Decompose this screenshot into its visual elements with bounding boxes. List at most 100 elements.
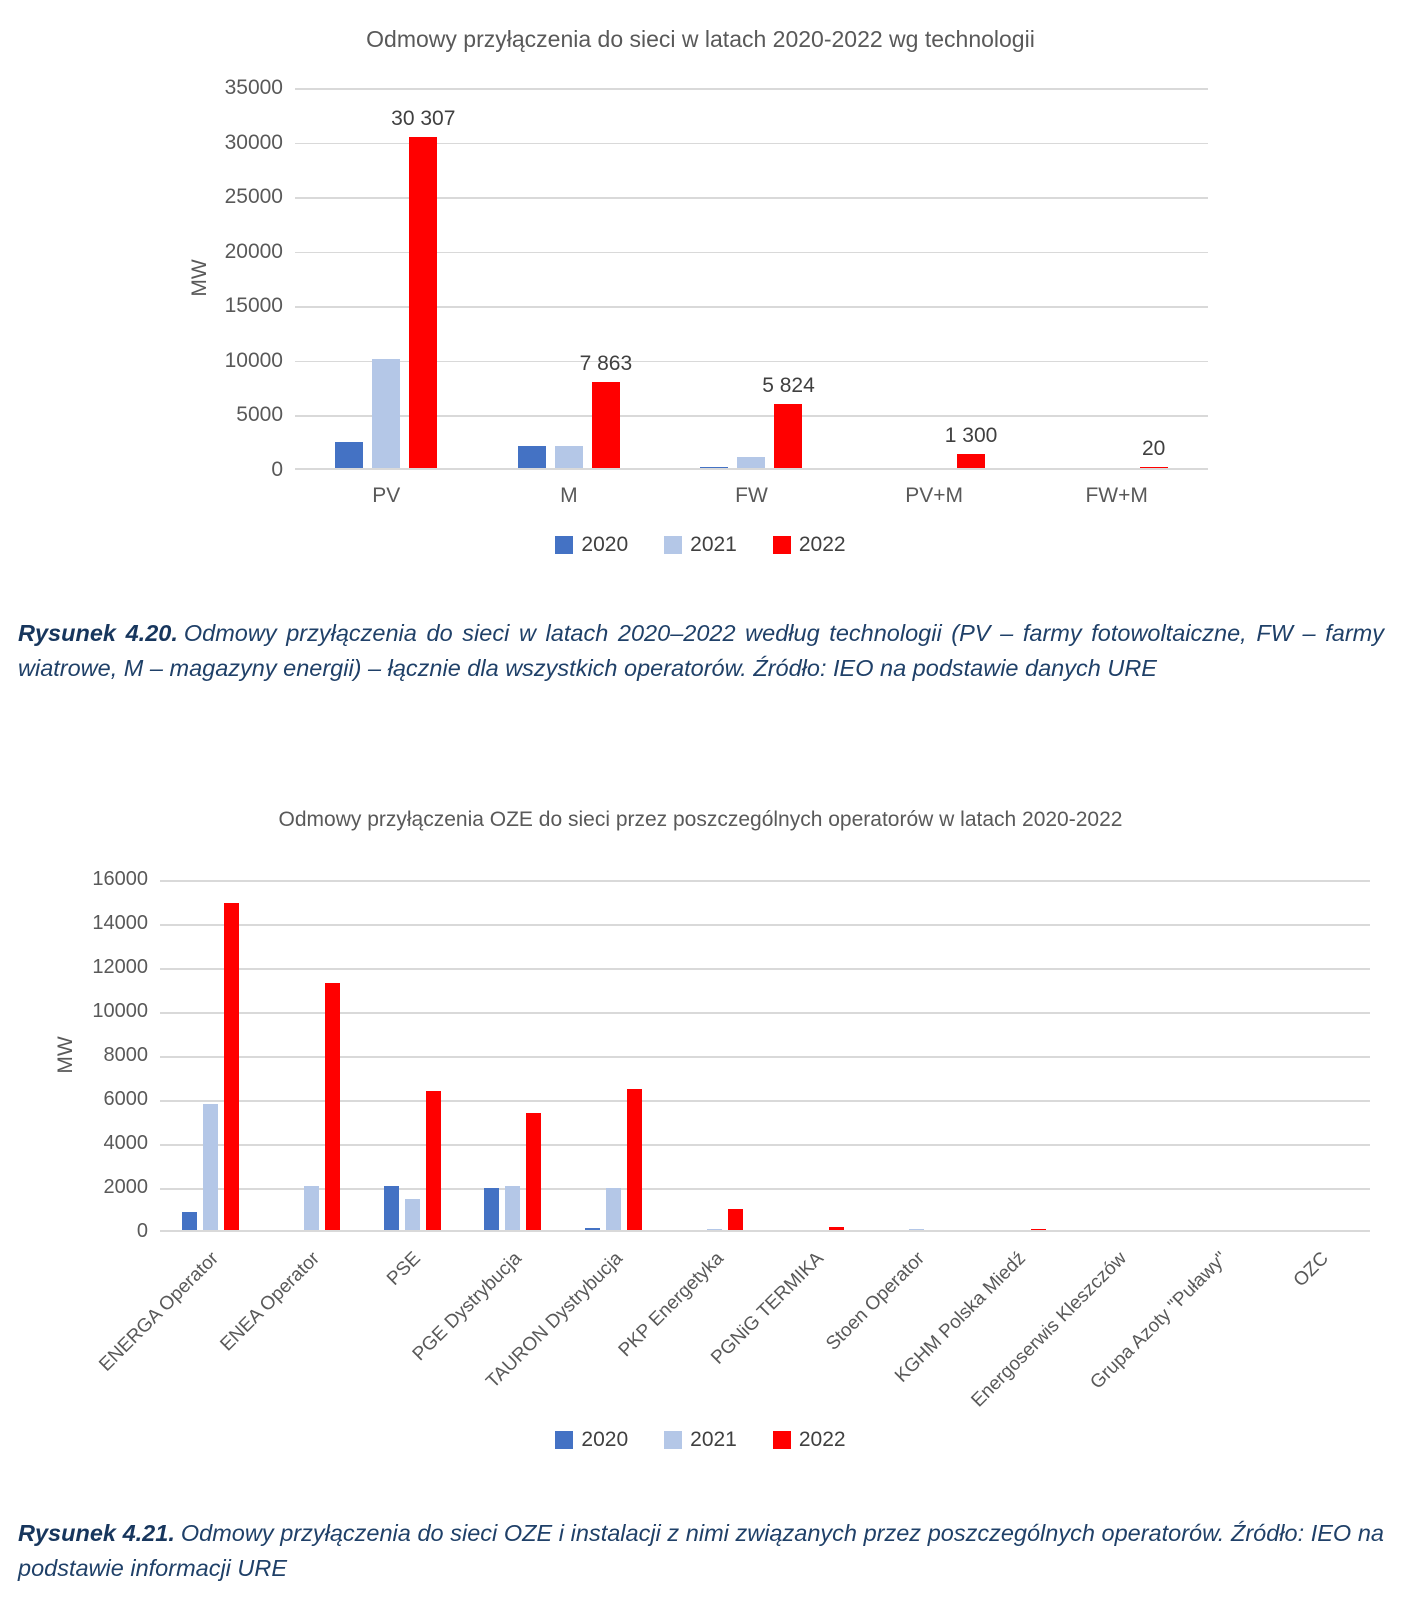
x-category-label: PV xyxy=(372,484,401,507)
x-category-label: PKP Energetyka xyxy=(614,1248,728,1362)
gridline xyxy=(160,1100,1370,1102)
y-tick-label: 6000 xyxy=(103,1088,149,1110)
y-tick-label: 14000 xyxy=(92,912,148,934)
gridline xyxy=(160,880,1370,882)
legend-label: 2022 xyxy=(798,533,846,556)
x-category-label: ENERGA Operator xyxy=(95,1248,224,1376)
bar-2022 xyxy=(1030,1228,1046,1230)
y-tick-label: 25000 xyxy=(224,185,283,209)
caption-text: Odmowy przyłączenia do sieci w latach 20… xyxy=(18,620,1384,681)
gridline xyxy=(295,415,1208,417)
plot-area xyxy=(160,880,1370,1232)
x-category-label: ENEA Operator xyxy=(216,1248,325,1356)
y-tick-label: 30000 xyxy=(224,130,283,154)
x-category-label: Grupa Azoty "Puławy" xyxy=(1086,1248,1232,1394)
gridline xyxy=(295,197,1208,199)
legend-item-2020: 2020 xyxy=(555,1428,628,1452)
bar-2021 xyxy=(202,1103,218,1230)
data-label: 5 824 xyxy=(762,374,815,398)
legend-label: 2022 xyxy=(798,1428,846,1451)
legend-item-2021: 2021 xyxy=(664,533,737,557)
y-tick-label: 2000 xyxy=(103,1176,149,1198)
y-tick-label: 35000 xyxy=(224,76,283,99)
bar-group: 7 863 xyxy=(478,88,661,468)
legend-label: 2020 xyxy=(581,1428,629,1451)
gridline xyxy=(160,1144,1370,1146)
legend-label: 2020 xyxy=(581,533,629,556)
bar-group xyxy=(563,880,664,1230)
x-category-label: FW xyxy=(735,484,768,507)
bar-2022: 1 300 xyxy=(945,424,997,468)
bar-2022: 30 307 xyxy=(391,107,455,468)
legend: 2020 2021 2022 xyxy=(0,1428,1401,1452)
figure-caption-4-21: Rysunek 4.21. Odmowy przyłączenia do siec… xyxy=(18,1516,1384,1586)
bar-group xyxy=(362,880,463,1230)
bar-2022 xyxy=(324,982,340,1230)
bar-2021 xyxy=(372,358,401,468)
data-label: 1 300 xyxy=(944,423,998,447)
x-category-label: Stoen Operator xyxy=(822,1248,930,1355)
bar-group xyxy=(462,880,563,1230)
y-tick-label: 10000 xyxy=(224,348,283,372)
data-label: 20 xyxy=(1141,436,1166,460)
bar-group xyxy=(866,880,967,1230)
gridline xyxy=(295,88,1208,90)
y-tick-label: 16000 xyxy=(92,868,148,890)
chart-refusals-by-operator: Odmowy przyłączenia OZE do sieci przez p… xyxy=(0,780,1401,1480)
legend-swatch-icon xyxy=(772,536,791,554)
data-label: 7 863 xyxy=(579,352,633,376)
x-category-label: Energoserwis Kleszczów xyxy=(967,1248,1131,1412)
y-tick-label: 4000 xyxy=(103,1132,149,1154)
bar-2021 xyxy=(737,457,766,468)
y-tick-label: 8000 xyxy=(103,1044,149,1066)
bar-group xyxy=(1067,880,1168,1230)
bar-2022: 7 863 xyxy=(580,352,632,468)
legend-swatch-icon xyxy=(664,536,683,554)
x-category-label: FW+M xyxy=(1085,484,1148,507)
x-category-label: TAURON Dystrybucja xyxy=(482,1248,627,1393)
bar-2022 xyxy=(828,1227,844,1230)
x-category-label: KGHM Polska Miedź xyxy=(891,1248,1030,1387)
bar-2022 xyxy=(223,903,239,1230)
bar-2021 xyxy=(505,1186,521,1230)
bar-2022 xyxy=(526,1113,542,1230)
gridline xyxy=(160,1012,1370,1014)
bar-2020 xyxy=(585,1227,601,1230)
x-category-label: PGE Dystrybucja xyxy=(408,1248,526,1366)
bar-2022 xyxy=(728,1209,744,1230)
chart-refusals-by-technology: Odmowy przyłączenia do sieci w latach 20… xyxy=(0,0,1401,612)
bar-2021 xyxy=(554,446,583,468)
bar-2020 xyxy=(484,1188,500,1230)
bar-groups xyxy=(160,880,1370,1230)
bar-group xyxy=(1168,880,1269,1230)
bar-2022 xyxy=(425,1091,441,1230)
bar-group xyxy=(1269,880,1370,1230)
data-label: 30 307 xyxy=(391,107,456,131)
gridline xyxy=(295,142,1208,145)
x-category-label: PSE xyxy=(383,1248,425,1290)
bar-group xyxy=(765,880,866,1230)
bar-group: 30 307 xyxy=(295,88,478,468)
y-tick-label: 20000 xyxy=(224,239,283,263)
bar-group: 1 300 xyxy=(843,88,1026,468)
bar-group xyxy=(261,880,362,1230)
chart-title: Odmowy przyłączenia do sieci w latach 20… xyxy=(366,26,1035,52)
bar-group: 20 xyxy=(1025,88,1208,468)
bar-2020 xyxy=(700,466,729,468)
bar-2020 xyxy=(335,441,364,468)
gridline xyxy=(295,251,1208,254)
bar-2021 xyxy=(606,1188,622,1230)
bar-group: 5 824 xyxy=(660,88,843,468)
legend-label: 2021 xyxy=(690,1428,737,1451)
x-category-label: PGNiG TERMIKA xyxy=(707,1248,829,1369)
x-axis-labels: PV M FW PV+M FW+M xyxy=(295,484,1208,508)
gridline xyxy=(160,924,1370,926)
legend: 2020 2021 2022 xyxy=(0,533,1401,557)
legend-item-2022: 2022 xyxy=(772,1428,846,1452)
y-tick-label: 15000 xyxy=(224,294,283,318)
bar-group xyxy=(664,880,765,1230)
bar-2020 xyxy=(517,446,546,468)
bar-group xyxy=(160,880,261,1230)
legend-swatch-icon xyxy=(664,1431,683,1449)
x-category-label: OZC xyxy=(1289,1248,1333,1292)
